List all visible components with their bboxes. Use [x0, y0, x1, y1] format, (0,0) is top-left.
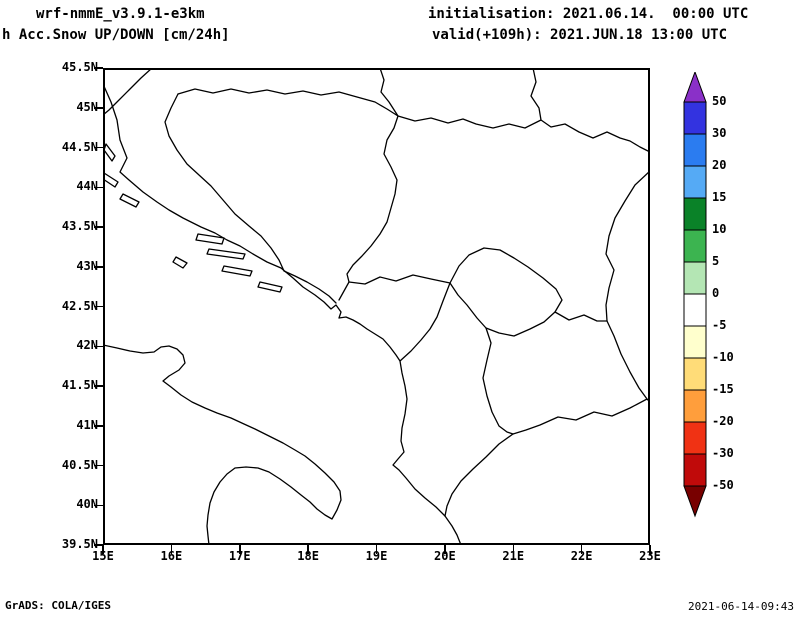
lon-tick-label: 19E [365, 549, 388, 563]
lon-tick-label: 17E [228, 549, 251, 563]
lon-tick-label: 16E [160, 549, 183, 563]
coastline-italy [103, 344, 342, 545]
colorbar-tick-label: -5 [712, 318, 727, 332]
lon-tick-label: 22E [570, 549, 593, 563]
lat-tick-mark [94, 544, 103, 546]
coastline-adriatic-east [103, 83, 462, 545]
lon-tick-label: 15E [92, 549, 114, 563]
lat-tick-label: 45N [76, 99, 98, 114]
map-frame [103, 68, 650, 545]
lat-tick-mark [94, 186, 103, 188]
lat-tick-label: 43.5N [61, 219, 98, 233]
colorbar-tick-label: 20 [712, 158, 727, 172]
colorbar-tick-label: -50 [712, 478, 734, 492]
border-montenegro [348, 274, 451, 362]
lat-tick-label: 41N [76, 417, 98, 432]
colorbar-segment [683, 261, 707, 295]
lat-tick-mark [94, 107, 103, 109]
lon-tick-mark [239, 545, 241, 554]
creation-timestamp: 2021-06-14-09:43 [688, 600, 794, 613]
lat-tick-label: 43N [76, 258, 98, 273]
lat-tick-mark [94, 385, 103, 387]
border-macedonia [512, 311, 650, 435]
initialisation-time: initialisation: 2021.06.14. 00:00 UTC [428, 6, 749, 22]
lat-tick-label: 41.5N [61, 378, 98, 392]
grads-credit: GrADS: COLA/IGES [5, 599, 111, 612]
lat-tick-label: 40N [76, 497, 98, 512]
lon-tick-mark [102, 545, 104, 554]
model-title: wrf-nmmE_v3.9.1-e3km [36, 6, 205, 22]
colorbar-segment [683, 165, 707, 199]
border-danube-romania [397, 68, 650, 153]
colorbar-segment [683, 293, 707, 327]
colorbar-segment [683, 453, 707, 487]
lat-tick-label: 44N [76, 179, 98, 194]
border-kosovo [449, 247, 563, 337]
lat-tick-mark [94, 504, 103, 506]
colorbar-arrow-top [683, 72, 707, 103]
lon-tick-label: 20E [434, 549, 456, 563]
lon-tick-label: 23E [639, 549, 661, 563]
lat-tick-mark [94, 226, 103, 228]
colorbar-tick-label: 10 [712, 222, 727, 236]
lat-tick-label: 44.5N [61, 139, 98, 154]
lat-tick-mark [94, 146, 103, 149]
lat-tick-label: 42N [76, 338, 98, 353]
colorbar-arrow-bottom [683, 485, 707, 518]
colorbar-segment [683, 357, 707, 391]
lon-tick-mark [170, 545, 173, 554]
colorbar-tick-label: 30 [712, 126, 727, 140]
lat-tick-label: 39.5N [61, 537, 98, 551]
lon-tick-mark [444, 545, 446, 554]
product-title: h Acc.Snow UP/DOWN [cm/24h] [2, 27, 230, 43]
lon-tick-label: 21E [502, 549, 525, 563]
colorbar-segment [683, 197, 707, 231]
lon-tick-label: 18E [297, 549, 319, 563]
border-sava-drina [177, 68, 399, 301]
lat-tick-mark [94, 345, 103, 347]
colorbar-segment [683, 229, 707, 263]
colorbar-segment [683, 133, 707, 167]
lat-tick-mark [94, 67, 103, 69]
map-canvas [103, 68, 650, 545]
lon-tick-mark [307, 545, 309, 554]
lon-tick-mark [649, 545, 651, 554]
colorbar-tick-label: -30 [712, 446, 734, 460]
colorbar-segment [683, 101, 707, 135]
lat-tick-label: 42.5N [61, 298, 98, 313]
valid-time: valid(+109h): 2021.JUN.18 13:00 UTC [432, 27, 728, 43]
colorbar-tick-label: 0 [712, 286, 720, 300]
lon-tick-mark [580, 545, 583, 554]
colorbar-tick-label: 50 [712, 94, 727, 108]
lat-tick-label: 45.5N [61, 60, 98, 74]
colorbar-segment [683, 421, 707, 455]
lat-tick-mark [94, 425, 103, 427]
colorbar [683, 72, 707, 518]
colorbar-segment [683, 325, 707, 359]
lat-tick-label: 40.5N [61, 457, 98, 472]
border-croatia-bosnia [164, 93, 337, 304]
lon-tick-mark [375, 545, 378, 554]
coastline-istria [103, 68, 153, 116]
lat-tick-mark [94, 464, 103, 467]
colorbar-tick-label: -15 [712, 382, 734, 396]
colorbar-tick-label: 5 [712, 254, 720, 268]
lon-tick-mark [512, 545, 514, 554]
dalmatian-islands [103, 143, 283, 293]
border-serbia-bulgaria [605, 170, 650, 322]
colorbar-tick-label: 15 [712, 190, 727, 204]
border-albania [444, 327, 514, 517]
lat-tick-mark [94, 305, 103, 308]
colorbar-segment [683, 389, 707, 423]
colorbar-tick-label: -20 [712, 414, 734, 428]
lat-tick-mark [94, 266, 103, 268]
colorbar-tick-label: -10 [712, 350, 734, 364]
